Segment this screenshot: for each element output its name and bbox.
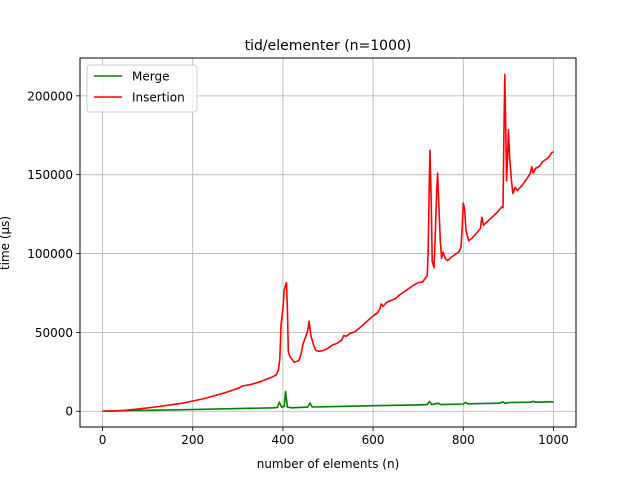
- y-axis-ticks: 0 50000 100000 150000 200000: [27, 89, 80, 419]
- series-line-insertion: [102, 73, 554, 412]
- x-tick-label: 800: [452, 433, 475, 447]
- y-axis-label: time (µs): [0, 216, 12, 270]
- x-axis-ticks: 0 200 400 600 800 1000: [99, 427, 569, 447]
- legend-label-merge: Merge: [132, 70, 169, 84]
- legend-label-insertion: Insertion: [132, 91, 185, 105]
- y-tick-label: 0: [65, 405, 73, 419]
- y-tick-label: 100000: [27, 247, 73, 261]
- y-tick-label: 150000: [27, 168, 73, 182]
- legend: Merge Insertion: [86, 64, 198, 113]
- plot-lines: [102, 73, 554, 412]
- x-axis-label: number of elements (n): [257, 457, 400, 471]
- plot-frame: [79, 57, 577, 428]
- x-tick-label: 600: [362, 433, 385, 447]
- x-tick-label: 200: [181, 433, 204, 447]
- chart-title: tid/elementer (n=1000): [245, 38, 412, 54]
- y-tick-label: 50000: [35, 326, 73, 340]
- series-line-merge: [102, 390, 554, 412]
- x-tick-label: 1000: [538, 433, 569, 447]
- x-tick-label: 400: [271, 433, 294, 447]
- x-tick-label: 0: [99, 433, 107, 447]
- y-tick-label: 200000: [27, 89, 73, 103]
- grid: [80, 58, 576, 427]
